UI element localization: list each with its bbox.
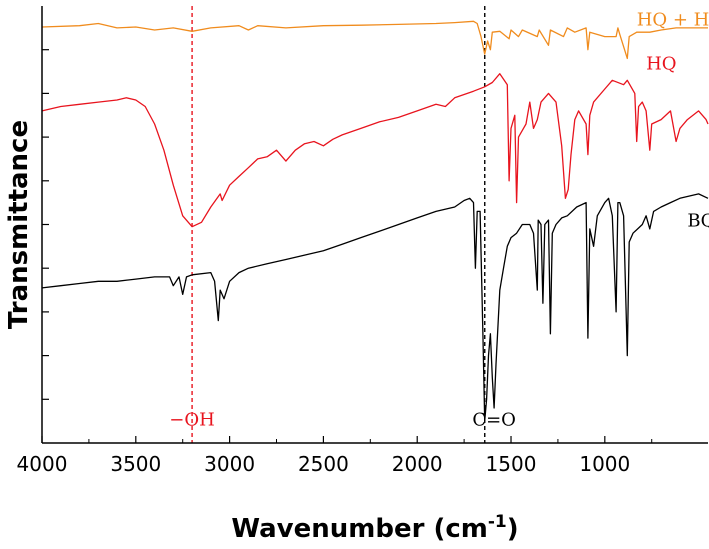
x-axis-title-close: ) [507, 514, 519, 544]
x-tick-label: 1000 [579, 452, 630, 476]
series-label: HQ + HTIB [637, 10, 709, 31]
axes [41, 6, 708, 444]
series-line [41, 73, 709, 228]
reference-line-label: −OH [169, 410, 215, 431]
reference-lines [191, 6, 486, 443]
x-tick-label: 3500 [110, 452, 161, 476]
ticks: 4000 3500 3000 2500 2000 1500 1000 [17, 49, 653, 476]
labels: −OH C=O HQ + HTIB HQ BQ [169, 10, 709, 431]
x-tick-label: 3000 [204, 452, 255, 476]
reference-line-label: C=O [472, 410, 516, 431]
series-label: HQ [646, 53, 676, 74]
x-axis-title-text: Wavenumber (cm [231, 514, 488, 544]
x-tick-label: 4000 [17, 452, 68, 476]
x-tick-label: 2000 [392, 452, 443, 476]
x-tick-label: 2500 [298, 452, 349, 476]
series-line [41, 193, 709, 422]
series-line [41, 20, 708, 60]
x-axis-title: Wavenumber (cm-1) [231, 512, 518, 544]
series-label: BQ [687, 211, 709, 232]
y-axis-title: Transmittance [4, 120, 34, 329]
x-axis-title-superscript: -1 [488, 512, 507, 532]
series-lines [41, 20, 709, 422]
x-tick-label: 1500 [486, 452, 537, 476]
